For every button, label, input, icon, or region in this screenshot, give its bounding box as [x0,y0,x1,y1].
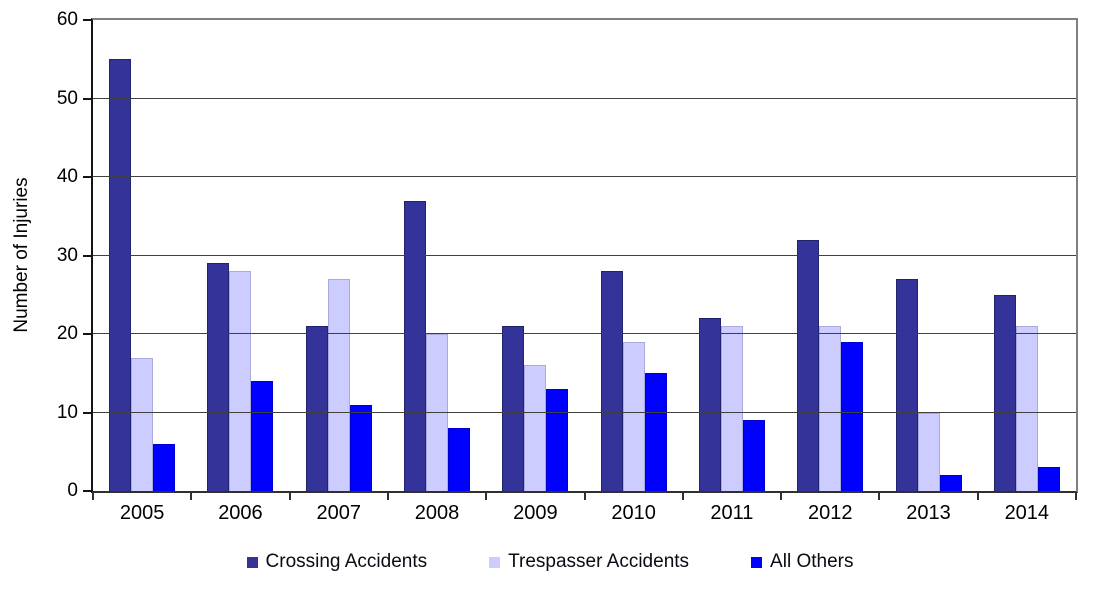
gridline [93,97,1076,99]
bar-all-others-2006 [251,381,274,491]
x-tick-label-2008: 2008 [414,502,460,524]
bar-trespasser-accidents-2005 [131,357,154,491]
y-tick-mark [83,19,91,21]
bar-group-2009 [486,20,584,491]
bar-group-2010 [584,20,682,491]
y-tick-label: 30 [56,244,78,266]
gridline [93,176,1076,178]
x-tick-mark [386,493,389,500]
y-tick-mark [83,490,91,492]
y-tick-mark [83,97,91,100]
x-tick-label-2005: 2005 [119,502,165,524]
x-tick-label-2007: 2007 [316,502,361,524]
bar-crossing-accidents-2009 [502,326,525,491]
bar-crossing-accidents-2010 [600,271,623,491]
y-tick-mark [83,411,91,414]
x-tick-mark [780,493,783,500]
bar-group-2013 [879,20,977,491]
bar-trespasser-accidents-2012 [819,326,842,491]
x-tick-label-2013: 2013 [906,502,951,524]
x-tick-mark [878,493,881,500]
bar-all-others-2007 [349,404,372,491]
x-tick-mark [976,493,979,500]
legend-label: Crossing Accidents [265,551,428,572]
legend-swatch-icon [751,556,763,568]
y-tick-label: 20 [56,323,78,344]
bar-group-2007 [290,20,388,491]
bar-crossing-accidents-2011 [698,318,721,491]
bar-all-others-2005 [153,443,176,491]
bar-crossing-accidents-2012 [797,239,820,491]
bar-all-others-2012 [841,341,864,491]
legend-item-all-others: All Others [751,551,853,573]
legend-label: Trespasser Accidents [508,551,690,572]
bar-trespasser-accidents-2011 [720,326,743,491]
gridline [93,333,1076,335]
x-tick-mark [583,493,586,500]
bar-trespasser-accidents-2009 [524,365,547,491]
legend-item-crossing-accidents: Crossing Accidents [246,551,428,573]
bar-group-2008 [388,20,486,491]
bar-crossing-accidents-2006 [207,263,230,491]
y-tick-label: 60 [56,9,78,30]
bar-trespasser-accidents-2013 [917,412,940,491]
bar-group-2006 [191,20,289,491]
y-tick-mark [83,254,91,257]
bar-crossing-accidents-2008 [404,200,427,491]
x-axis-labels: 2005 2006 2007 2008 2009 2010 2011 2012 2013 2014 [93,502,1076,525]
bar-trespasser-accidents-2007 [327,279,350,491]
x-tick-mark [485,493,488,500]
bar-group-2005 [93,20,191,491]
bar-crossing-accidents-2007 [305,326,328,491]
legend-swatch-icon [489,556,501,568]
x-tick-mark [681,493,684,500]
y-tick-label: 40 [56,166,78,187]
x-tick-label-2014: 2014 [1004,502,1050,524]
bars-layer [93,20,1076,491]
x-tick-mark [288,493,291,500]
y-tick-mark [83,176,91,178]
bar-crossing-accidents-2005 [109,59,132,491]
bar-all-others-2009 [546,388,569,491]
y-tick-mark [83,333,91,335]
bar-trespasser-accidents-2010 [622,341,645,491]
bar-trespasser-accidents-2006 [229,271,252,491]
y-tick-label: 50 [56,87,78,109]
x-tick-mark [1075,493,1077,500]
plot-area [91,18,1078,493]
legend-swatch-icon [246,556,258,568]
bar-group-2012 [781,20,879,491]
x-tick-label-2011: 2011 [710,502,754,524]
bar-all-others-2008 [448,428,471,491]
bar-all-others-2013 [939,475,962,491]
x-tick-label-2006: 2006 [218,502,263,524]
x-tick-label-2012: 2012 [807,502,853,524]
bar-crossing-accidents-2014 [993,294,1016,491]
bar-group-2014 [978,20,1076,491]
gridline [93,254,1076,256]
legend-item-trespasser-accidents: Trespasser Accidents [489,551,689,573]
bar-all-others-2011 [742,420,765,491]
bar-group-2011 [683,20,781,491]
bar-trespasser-accidents-2014 [1015,326,1038,491]
x-tick-mark [92,493,94,500]
legend-label: All Others [770,551,854,572]
bar-crossing-accidents-2013 [895,279,918,491]
y-tick-label: 0 [67,480,78,501]
gridline [93,411,1076,413]
bar-all-others-2014 [1037,467,1060,491]
x-tick-label-2009: 2009 [513,502,558,524]
y-tick-label: 10 [56,401,78,423]
x-tick-label-2010: 2010 [611,502,656,524]
legend: Crossing Accidents Trespasser Accidents Al… [0,551,1100,573]
x-tick-mark [190,493,193,500]
bar-all-others-2010 [644,373,667,491]
